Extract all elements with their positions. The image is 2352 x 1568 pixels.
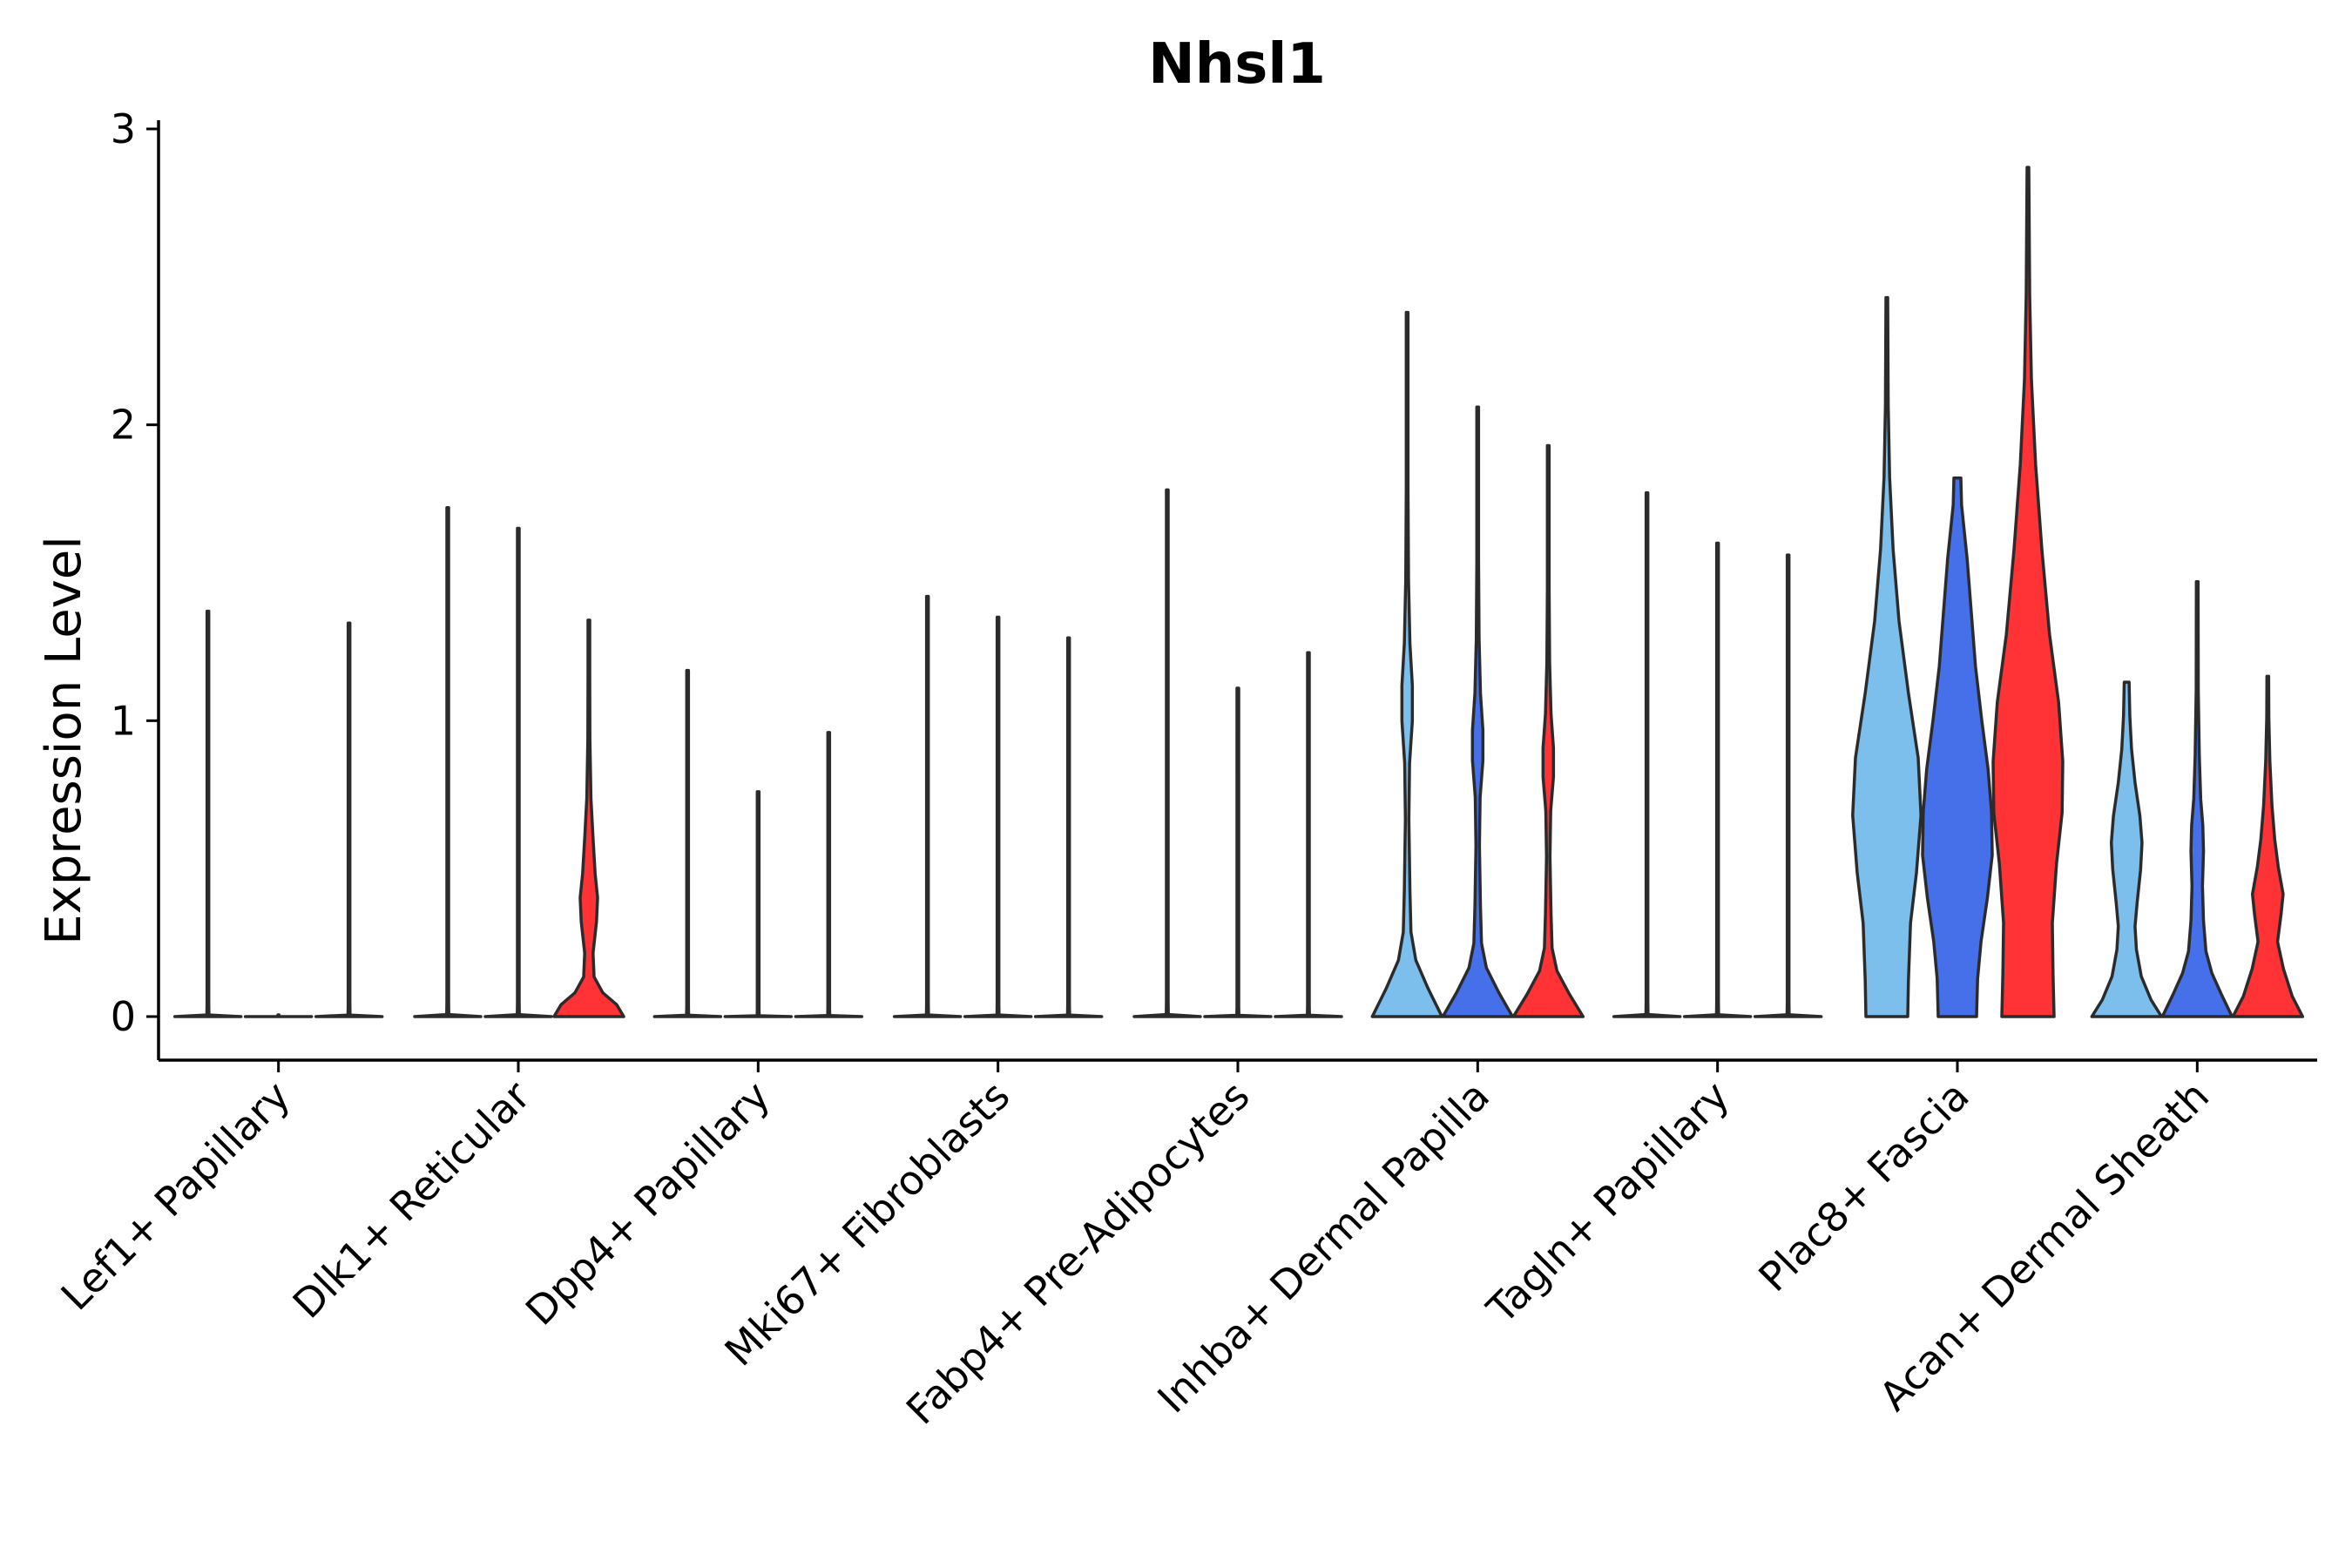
x-category-label: Lef1+ Papillary	[52, 1072, 300, 1320]
x-category-label: Plac8+ Fascia	[1749, 1072, 1977, 1301]
violin-7-group-1	[1612, 491, 1682, 1018]
violin-3-group-2	[723, 790, 794, 1018]
y-tick-label: 2	[111, 402, 136, 449]
violin-1-group-1	[172, 609, 243, 1018]
violin-9-group-1	[2090, 680, 2164, 1018]
violin-2-group-3	[552, 618, 625, 1018]
x-category-label: Tagln+ Papillary	[1477, 1072, 1739, 1334]
chart-title: Nhsl1	[1148, 32, 1326, 97]
violin-6-group-1	[1370, 310, 1444, 1018]
violin-1-group-2	[243, 1013, 314, 1018]
violin-2-group-1	[413, 506, 483, 1018]
violin-3-group-1	[652, 668, 723, 1018]
y-tick-label: 3	[111, 105, 136, 152]
y-tick-label: 1	[111, 697, 136, 744]
violin-7-group-3	[1753, 553, 1823, 1018]
x-category-label: Dlk1+ Reticular	[284, 1072, 539, 1328]
violin-9-group-3	[2231, 674, 2305, 1018]
violin-1-group-3	[314, 621, 384, 1018]
violin-9-group-2	[2160, 579, 2234, 1018]
violin-4-group-3	[1033, 636, 1104, 1018]
violins-layer	[172, 166, 2305, 1018]
y-axis-label: Expression Level	[36, 536, 92, 945]
violin-4-group-1	[892, 594, 963, 1018]
violin-5-group-1	[1132, 488, 1202, 1018]
violin-4-group-2	[963, 615, 1033, 1018]
violin-7-group-2	[1682, 541, 1753, 1018]
violin-2-group-2	[483, 526, 553, 1018]
violin-8-group-2	[1921, 476, 1994, 1018]
violin-5-group-2	[1203, 686, 1273, 1018]
violin-3-group-3	[794, 731, 864, 1018]
violin-8-group-1	[1851, 295, 1923, 1018]
x-category-label: Dpp4+ Papillary	[517, 1072, 779, 1335]
violin-6-group-2	[1441, 405, 1515, 1018]
violin-8-group-3	[1991, 166, 2065, 1018]
violin-6-group-3	[1511, 443, 1585, 1018]
violin-5-group-3	[1274, 651, 1343, 1018]
y-tick-label: 0	[111, 993, 136, 1040]
